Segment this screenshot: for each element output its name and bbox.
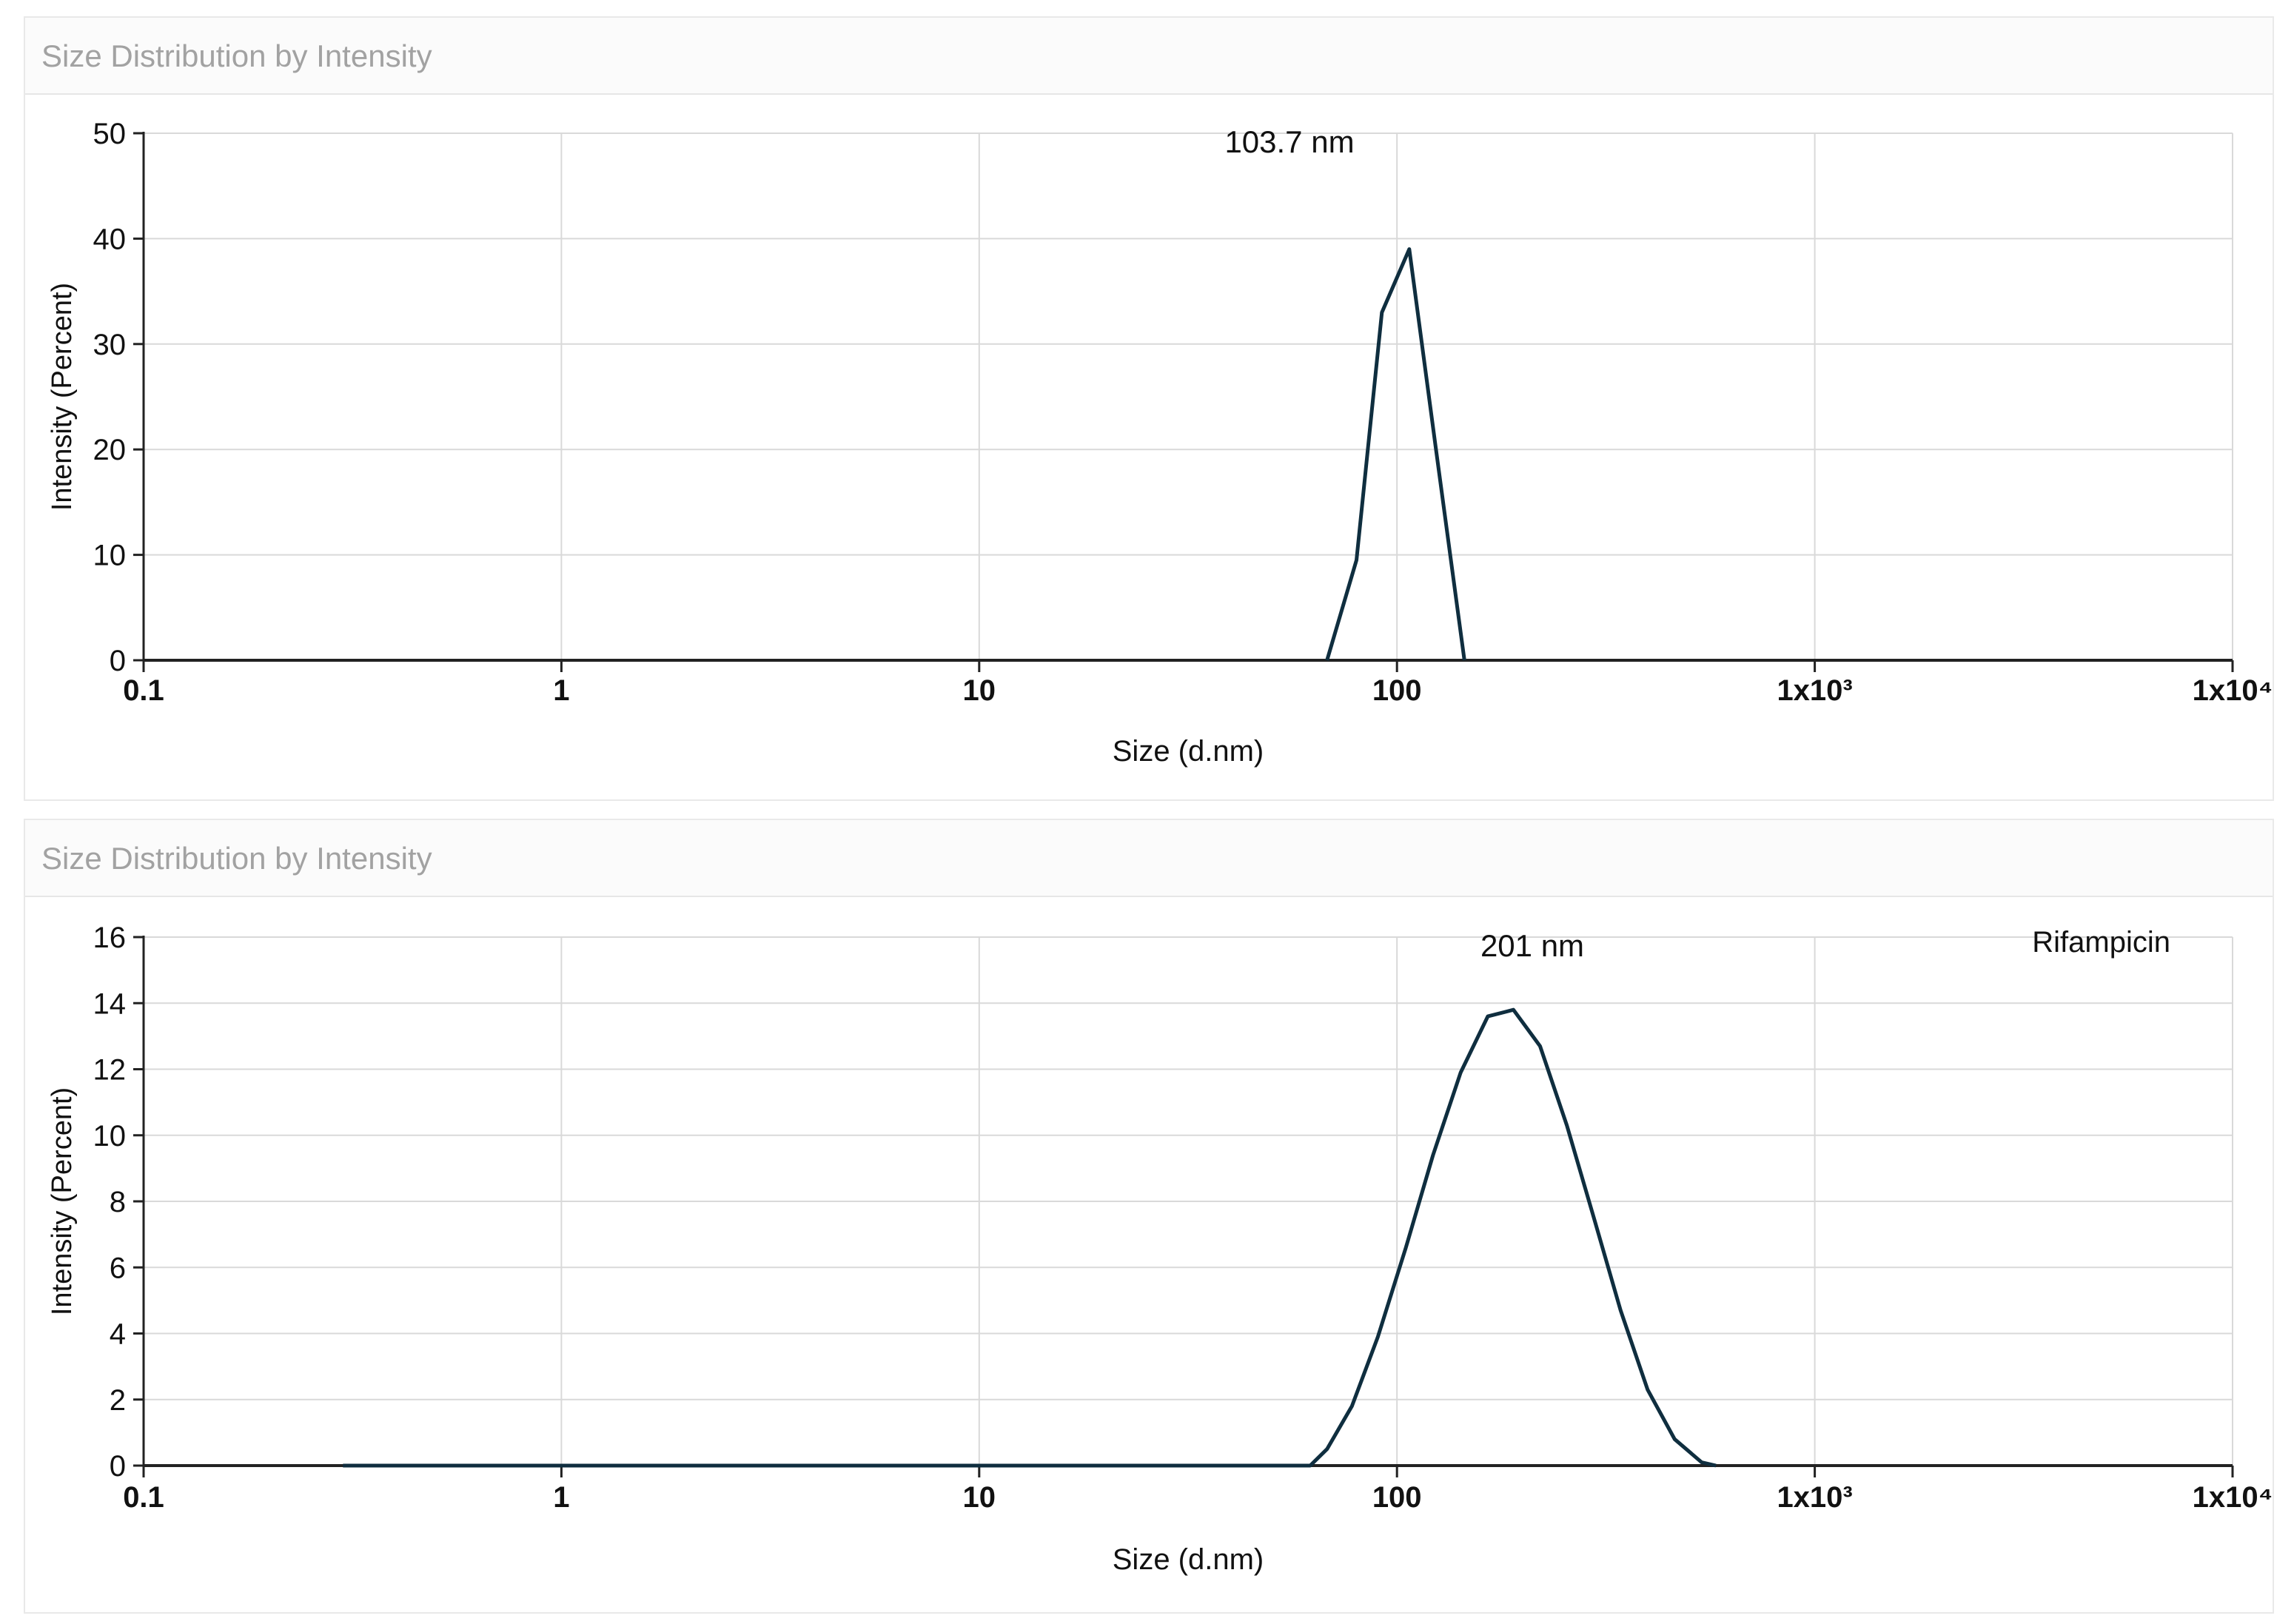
- x-tick-label: 100: [1372, 1481, 1422, 1514]
- y-tick-label: 16: [93, 922, 127, 954]
- panel-header: Size Distribution by Intensity: [25, 18, 2273, 95]
- panel-title: Size Distribution by Intensity: [41, 38, 432, 73]
- panel-title: Size Distribution by Intensity: [41, 841, 432, 876]
- y-tick-label: 30: [93, 329, 127, 361]
- x-axis-label: Size (d.nm): [1113, 1543, 1264, 1576]
- x-tick-label: 1x10³: [1777, 674, 1852, 707]
- y-tick-label: 10: [93, 540, 127, 572]
- chart-panel-top: Size Distribution by Intensity 0 10 20 30 40…: [24, 16, 2274, 801]
- y-tick-label: 0: [110, 1450, 126, 1483]
- y-tick-label: 2: [110, 1384, 126, 1417]
- x-tick-label: 100: [1372, 674, 1422, 707]
- data-series-line: [1325, 247, 1466, 661]
- data-series-line: [343, 1007, 1717, 1468]
- peak-annotation: 201 nm: [1480, 928, 1584, 963]
- y-tick-label: 12: [93, 1054, 127, 1087]
- y-tick-label: 0: [110, 645, 126, 677]
- chart-panel-bottom: Size Distribution by Intensity 0 2 4 6 8 10 12…: [24, 819, 2274, 1614]
- size-distribution-chart-bottom: 0 2 4 6 8 10 12 14 16 0.1 1 10 100 1x10³ 1x10⁴ Size (d.…: [47, 922, 2273, 1576]
- x-tick-label: 10: [963, 1481, 996, 1514]
- x-axis-label: Size (d.nm): [1113, 735, 1264, 768]
- x-tick-label: 1x10³: [1777, 1481, 1852, 1514]
- x-tick-label: 0.1: [123, 674, 164, 707]
- y-tick-label: 20: [93, 434, 127, 466]
- y-axis-label: Intensity (Percent): [47, 283, 78, 511]
- panel-header: Size Distribution by Intensity: [25, 820, 2273, 897]
- peak-annotation: 103.7 nm: [1224, 124, 1354, 159]
- x-tick-label: 10: [963, 674, 996, 707]
- size-distribution-chart-top: 0 10 20 30 40 50 0.1 1 10 100 1x10³ 1x10⁴ Size (d.nm…: [47, 118, 2273, 768]
- y-tick-label: 50: [93, 118, 127, 150]
- y-tick-label: 4: [110, 1318, 126, 1351]
- x-tick-label: 1x10⁴: [2193, 1481, 2273, 1514]
- y-tick-label: 10: [93, 1120, 127, 1152]
- y-axis-label: Intensity (Percent): [47, 1087, 78, 1315]
- x-tick-label: 1: [553, 674, 569, 707]
- y-tick-label: 6: [110, 1252, 126, 1284]
- y-tick-label: 8: [110, 1186, 126, 1218]
- x-tick-label: 1: [553, 1481, 569, 1514]
- x-tick-label: 0.1: [123, 1481, 164, 1514]
- y-tick-label: 40: [93, 223, 127, 255]
- legend-label: Rifampicin: [2032, 926, 2170, 959]
- y-tick-label: 14: [93, 987, 127, 1020]
- x-tick-label: 1x10⁴: [2193, 674, 2273, 707]
